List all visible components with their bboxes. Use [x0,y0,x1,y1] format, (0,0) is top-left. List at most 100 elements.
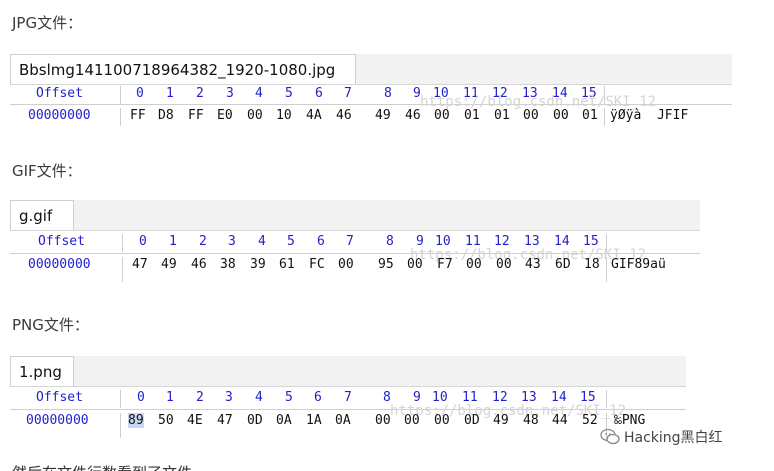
byte[interactable]: 01 [494,108,510,123]
byte[interactable]: 00 [338,257,354,272]
col-13: 13 [524,234,540,249]
col-4: 4 [255,86,263,101]
byte[interactable]: 00 [407,257,423,272]
divider [120,108,121,126]
col-8: 8 [386,234,394,249]
divider [120,413,121,438]
divider [122,234,123,252]
byte[interactable]: FC [309,257,325,272]
divider [120,390,121,408]
byte[interactable]: FF [130,108,146,123]
col-8: 8 [383,390,391,405]
byte[interactable]: 52 [582,413,598,428]
byte[interactable]: 0D [247,413,263,428]
col-7: 7 [344,86,352,101]
byte[interactable]: 46 [336,108,352,123]
col-14: 14 [552,86,568,101]
byte[interactable]: E0 [217,108,233,123]
byte[interactable]: 47 [132,257,148,272]
png-file-tab[interactable]: 1.png [10,356,74,386]
byte[interactable]: F7 [437,257,453,272]
selected-byte[interactable]: 89 [128,413,144,428]
png-tabbar: 1.png [10,356,686,387]
row-offset: 00000000 [28,257,91,272]
col-12: 12 [492,390,508,405]
jpg-file-tab[interactable]: Bbslmg141100718964382_1920-1080.jpg [10,54,356,84]
byte[interactable]: 00 [434,108,450,123]
divider [10,104,732,105]
byte[interactable]: FF [188,108,204,123]
byte[interactable]: 47 [217,413,233,428]
byte[interactable]: 0A [276,413,292,428]
byte[interactable]: 49 [493,413,509,428]
byte[interactable]: 01 [464,108,480,123]
byte[interactable]: 48 [523,413,539,428]
col-3: 3 [226,86,234,101]
byte[interactable]: 4A [306,108,322,123]
gif-column-header: Offset 0 1 2 3 4 5 6 7 8 9 10 11 12 13 1… [10,234,700,252]
byte[interactable]: 6D [555,257,571,272]
col-1: 1 [169,234,177,249]
row-offset: 00000000 [26,413,89,428]
jpg-hex-row[interactable]: 00000000 FF D8 FF E0 00 10 4A 46 49 46 0… [10,108,732,126]
jpg-hex-panel: Bbslmg141100718964382_1920-1080.jpg Offs… [10,54,732,130]
wechat-icon [600,428,620,445]
gif-hex-row[interactable]: 00000000 47 49 46 38 39 61 FC 00 95 00 F… [10,257,700,282]
byte[interactable]: 4E [187,413,203,428]
byte[interactable]: 00 [375,413,391,428]
divider [606,413,607,438]
byte[interactable]: D8 [158,108,174,123]
byte[interactable]: 61 [279,257,295,272]
byte[interactable]: 46 [191,257,207,272]
byte[interactable]: 00 [496,257,512,272]
byte[interactable]: 00 [466,257,482,272]
png-hex-row[interactable]: 00000000 89 50 4E 47 0D 0A 1A 0A 00 00 0… [10,413,686,438]
byte[interactable]: 0A [335,413,351,428]
jpg-section-title: JPG文件： [12,14,83,32]
divider [604,86,605,104]
col-10: 10 [433,86,449,101]
byte[interactable]: 49 [375,108,391,123]
col-5: 5 [285,390,293,405]
gif-tabbar: g.gif [10,200,700,231]
byte[interactable]: 00 [247,108,263,123]
col-9: 9 [416,234,424,249]
col-0: 0 [136,86,144,101]
ascii-column: GIF89aü [611,257,666,272]
png-section-title: PNG文件： [12,316,89,334]
byte[interactable]: 10 [276,108,292,123]
ascii-column: ‰PNG [614,413,646,428]
byte[interactable]: 39 [250,257,266,272]
divider [604,108,605,126]
byte[interactable]: 49 [161,257,177,272]
col-3: 3 [225,390,233,405]
png-column-header: Offset 0 1 2 3 4 5 6 7 8 9 10 11 12 13 1… [10,390,686,408]
byte[interactable]: 50 [158,413,174,428]
col-7: 7 [346,234,354,249]
col-1: 1 [166,390,174,405]
byte[interactable]: 44 [552,413,568,428]
col-14: 14 [551,390,567,405]
byte[interactable]: 38 [220,257,236,272]
byte[interactable]: 1A [306,413,322,428]
divider [606,257,607,282]
jpg-column-header: Offset 0 1 2 3 4 5 6 7 8 9 10 11 12 13 1… [10,86,732,104]
gif-file-tab[interactable]: g.gif [10,200,74,230]
byte[interactable]: 0D [464,413,480,428]
byte[interactable]: 46 [405,108,421,123]
byte[interactable]: 00 [553,108,569,123]
divider [10,253,700,254]
byte[interactable]: 00 [523,108,539,123]
watermark: https://blog.csdn.net/SKI_12 [420,94,657,110]
byte[interactable]: 18 [584,257,600,272]
byte[interactable]: 95 [378,257,394,272]
byte[interactable]: 00 [434,413,450,428]
col-12: 12 [494,234,510,249]
col-15: 15 [580,390,596,405]
col-2: 2 [196,86,204,101]
byte[interactable]: 01 [582,108,598,123]
byte[interactable]: 43 [525,257,541,272]
offset-header: Offset [38,234,85,249]
col-7: 7 [344,390,352,405]
byte[interactable]: 00 [404,413,420,428]
